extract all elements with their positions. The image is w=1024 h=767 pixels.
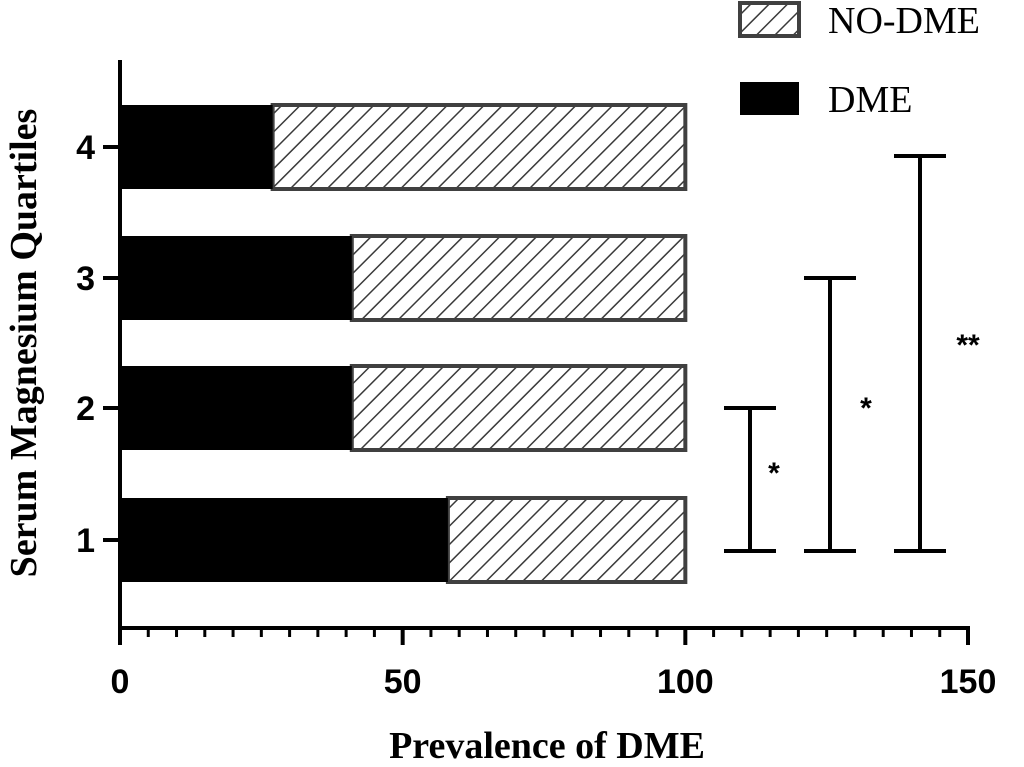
significance-brackets: **** bbox=[724, 154, 980, 553]
bar-dme-q4 bbox=[120, 105, 273, 189]
significance-label: * bbox=[768, 457, 780, 490]
bar-dme-q2 bbox=[120, 366, 352, 450]
significance-label: * bbox=[860, 392, 872, 425]
x-tick-label: 100 bbox=[657, 663, 714, 701]
y-tick-label: 3 bbox=[76, 260, 95, 298]
y-tick-label: 2 bbox=[76, 390, 95, 428]
legend-swatch-no-dme bbox=[738, 1, 801, 38]
axes: 0 50 100 150 1 2 3 4 bbox=[76, 60, 996, 701]
significance-label: ** bbox=[956, 329, 980, 362]
legend-label-dme: DME bbox=[828, 79, 912, 121]
y-axis-title: Serum Magnesium Quartiles bbox=[3, 109, 45, 578]
bar-dme-q3 bbox=[120, 236, 352, 320]
bar-no-dme-q4 bbox=[270, 103, 688, 191]
x-tick-label: 50 bbox=[384, 663, 422, 701]
bar-dme-q1 bbox=[120, 498, 448, 582]
legend: NO-DME DME bbox=[738, 0, 980, 121]
y-tick-label: 4 bbox=[76, 129, 95, 167]
bar-no-dme-q3 bbox=[349, 234, 688, 322]
bars bbox=[120, 103, 688, 584]
legend-swatch-dme bbox=[740, 82, 799, 115]
legend-label-no-dme: NO-DME bbox=[828, 0, 980, 42]
x-tick-label: 0 bbox=[111, 663, 130, 701]
x-axis-title: Prevalence of DME bbox=[389, 725, 705, 767]
bar-no-dme-q1 bbox=[445, 496, 688, 584]
bar-no-dme-q2 bbox=[349, 364, 688, 452]
x-tick-label: 150 bbox=[940, 663, 997, 701]
y-tick-label: 1 bbox=[76, 522, 95, 560]
